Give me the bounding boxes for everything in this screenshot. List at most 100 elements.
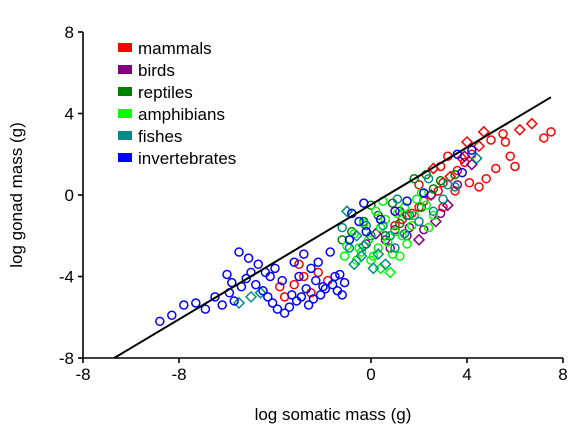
data-point (289, 279, 299, 290)
data-point (435, 175, 446, 186)
data-point (200, 304, 211, 314)
data-point (243, 253, 254, 263)
data-point (277, 275, 287, 286)
data-point (392, 208, 403, 219)
legend: mammals birds reptiles amphibians fishes inve… (118, 39, 236, 168)
data-point (354, 243, 364, 253)
data-points (155, 117, 556, 327)
data-point (263, 292, 273, 302)
data-point (279, 308, 290, 318)
data-point (402, 196, 412, 206)
legend-swatch (118, 131, 132, 140)
data-point (313, 257, 323, 267)
data-point (299, 249, 309, 259)
data-point (505, 151, 515, 162)
data-point (409, 210, 419, 221)
data-point-diamond (355, 250, 368, 263)
data-point (371, 206, 381, 217)
data-point (452, 149, 463, 159)
data-point (320, 283, 331, 294)
data-point (217, 300, 227, 310)
data-point-diamond (367, 262, 380, 275)
data-point (407, 220, 417, 231)
x-tick-label: 4 (462, 365, 471, 384)
data-point (275, 281, 285, 292)
y-tick-label: 8 (65, 23, 74, 42)
data-point (423, 222, 434, 233)
data-point (339, 277, 350, 288)
data-point (421, 200, 431, 210)
data-point (407, 208, 417, 219)
data-point (327, 279, 338, 290)
data-point (179, 300, 189, 310)
data-point (344, 243, 355, 253)
legend-swatch (118, 87, 132, 96)
data-point (491, 163, 501, 174)
data-point (222, 269, 232, 280)
x-tick-label: -8 (171, 365, 186, 384)
data-point (428, 206, 439, 217)
data-point (267, 298, 278, 308)
data-point (253, 259, 263, 270)
data-point (423, 173, 434, 184)
data-point (303, 300, 314, 310)
data-point (450, 182, 460, 192)
data-point (395, 218, 405, 229)
data-point (375, 214, 386, 225)
data-point (229, 296, 239, 306)
legend-label: reptiles (138, 83, 193, 102)
data-point (390, 243, 400, 253)
data-point (318, 281, 328, 292)
legend-swatch (118, 65, 132, 74)
data-point (368, 251, 379, 261)
x-axis-label: log somatic mass (g) (255, 405, 412, 424)
data-point-diamond (350, 229, 363, 242)
data-point (301, 283, 311, 294)
data-point (498, 129, 508, 139)
data-point (385, 243, 395, 253)
data-point (390, 220, 400, 231)
data-point (450, 186, 460, 196)
data-point (296, 292, 307, 302)
data-point (387, 249, 398, 259)
data-point (251, 279, 261, 290)
data-point (380, 214, 391, 225)
x-tick-label: 0 (366, 365, 375, 384)
data-point (155, 316, 165, 327)
data-point (308, 294, 319, 304)
legend-swatch (118, 43, 132, 52)
data-point (167, 310, 177, 320)
data-point (359, 218, 369, 229)
x-ticks: -8 -8 0 4 8 (75, 358, 568, 384)
data-point (452, 180, 463, 190)
data-point (390, 206, 400, 217)
data-point-diamond (412, 233, 426, 246)
data-point (375, 222, 386, 233)
data-point (380, 231, 391, 241)
data-point (361, 220, 371, 231)
data-point (342, 241, 352, 251)
legend-label: invertebrates (138, 149, 236, 168)
data-point (414, 216, 424, 227)
data-point (210, 292, 220, 302)
data-point (464, 178, 475, 188)
data-point (337, 290, 347, 300)
legend-swatch (118, 153, 132, 162)
data-point (299, 271, 309, 282)
data-point (337, 222, 347, 233)
y-ticks: -8 -4 0 4 8 (59, 23, 83, 368)
data-point (404, 222, 415, 233)
data-point (397, 231, 407, 241)
data-point (457, 167, 467, 178)
data-point (392, 194, 403, 204)
data-point (361, 226, 371, 237)
data-point (265, 271, 275, 282)
y-axis-label: log gonad mass (g) (7, 122, 26, 268)
data-point (234, 247, 244, 257)
y-tick-label: 4 (65, 105, 74, 124)
data-point (294, 271, 304, 282)
data-point (311, 275, 321, 286)
data-point-diamond (254, 286, 267, 299)
data-point (378, 220, 388, 231)
